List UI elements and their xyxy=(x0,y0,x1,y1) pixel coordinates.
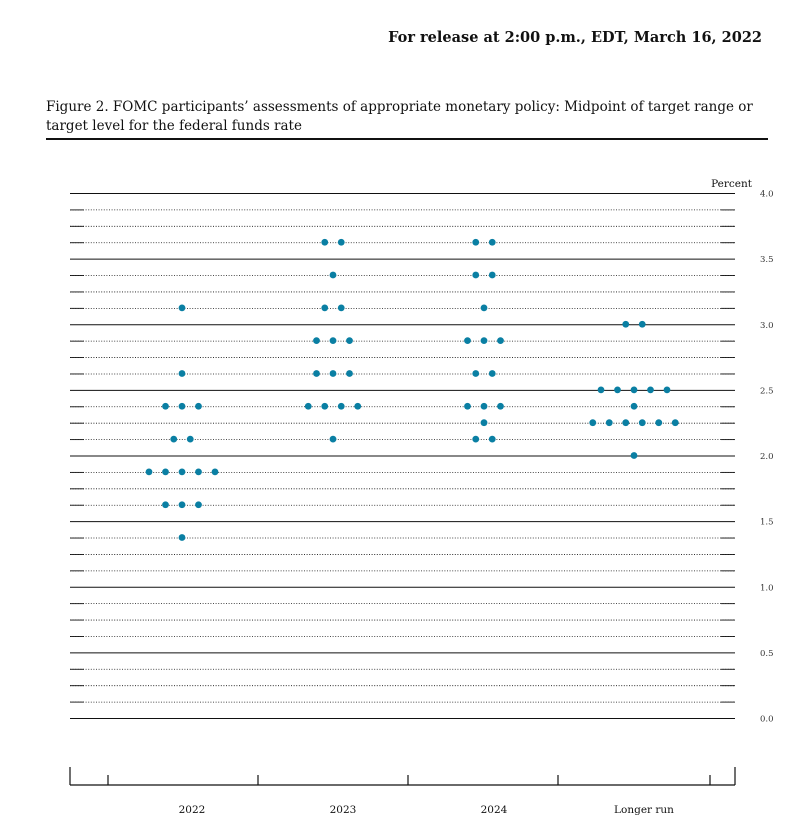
x-tick-label: 2022 xyxy=(179,804,206,816)
dot-2023 xyxy=(329,370,337,377)
dot-2024 xyxy=(480,337,488,345)
dot-2023 xyxy=(346,370,353,377)
title-rule xyxy=(46,138,768,140)
y-tick-label: 0.5 xyxy=(760,649,774,659)
y-tick-label: 1.0 xyxy=(760,583,774,593)
dot-2023 xyxy=(354,402,362,410)
dot-2022 xyxy=(162,402,169,410)
dot-2023 xyxy=(313,337,320,345)
dot-longer-run xyxy=(605,419,613,427)
dot-2024 xyxy=(472,271,480,279)
y-tick-label: 2.5 xyxy=(760,386,774,396)
y-tick-label: 3.0 xyxy=(760,321,774,331)
dot-2024 xyxy=(472,435,480,443)
dot-2023 xyxy=(329,337,337,345)
y-tick-label: 2.0 xyxy=(760,452,774,462)
dot-2023 xyxy=(337,238,345,246)
dot-2022 xyxy=(178,534,186,541)
dot-longer-run xyxy=(638,320,646,328)
dot-longer-run xyxy=(663,386,671,394)
dot-2023 xyxy=(321,238,329,246)
dot-2022 xyxy=(195,501,202,509)
dot-2022 xyxy=(162,501,169,509)
dot-2023 xyxy=(321,402,329,410)
dot-longer-run xyxy=(614,386,621,394)
x-tick-label: Longer run xyxy=(614,804,674,816)
dot-longer-run xyxy=(630,402,638,410)
x-tick-label: 2023 xyxy=(330,804,357,816)
dot-2023 xyxy=(337,304,345,312)
dot-2024 xyxy=(497,337,504,345)
x-tick-label: 2024 xyxy=(481,804,508,816)
dot-2022 xyxy=(162,468,169,476)
dot-2022 xyxy=(178,370,186,377)
dot-2023 xyxy=(304,402,312,410)
y-tick-label: 1.5 xyxy=(760,518,774,528)
dot-2022 xyxy=(186,435,194,443)
y-tick-label: 0.0 xyxy=(760,715,774,725)
dot-2022 xyxy=(195,468,202,476)
dot-2023 xyxy=(329,435,337,443)
dot-2022 xyxy=(178,501,186,509)
dot-2022 xyxy=(178,468,186,476)
dot-2024 xyxy=(488,435,496,443)
dot-2022 xyxy=(178,402,186,410)
dot-2022 xyxy=(211,468,219,476)
dot-2022 xyxy=(178,304,186,312)
dot-2024 xyxy=(488,271,496,279)
dots xyxy=(145,238,679,541)
x-axis xyxy=(69,767,736,786)
dot-2024 xyxy=(464,337,471,345)
dot-2022 xyxy=(170,435,178,443)
dot-2023 xyxy=(329,271,337,279)
x-axis-labels: 2022 2023 2024 Longer run xyxy=(179,804,675,816)
dot-2024 xyxy=(472,370,480,377)
dot-2024 xyxy=(464,402,471,410)
dot-2024 xyxy=(497,402,504,410)
dot-2023 xyxy=(346,337,353,345)
dot-longer-run xyxy=(597,386,605,394)
dot-2023 xyxy=(313,370,320,377)
dot-2024 xyxy=(488,238,496,246)
dot-longer-run xyxy=(655,419,663,427)
dot-2023 xyxy=(337,402,345,410)
dot-longer-run xyxy=(622,419,630,427)
y-axis-label: Percent xyxy=(711,178,753,190)
dot-longer-run xyxy=(622,320,630,328)
dot-longer-run xyxy=(647,386,654,394)
dot-longer-run xyxy=(638,419,646,427)
dot-2022 xyxy=(145,468,153,476)
dot-longer-run xyxy=(630,386,638,394)
dot-2022 xyxy=(195,402,202,410)
dot-longer-run xyxy=(589,419,597,427)
release-notice: For release at 2:00 p.m., EDT, March 16,… xyxy=(388,29,762,46)
dot-2024 xyxy=(480,419,488,427)
figure-title: Figure 2. FOMC participants’ assessments… xyxy=(46,99,753,134)
y-tick-label: 4.0 xyxy=(760,190,774,200)
dot-2024 xyxy=(488,370,496,377)
dot-2023 xyxy=(321,304,329,312)
dot-longer-run xyxy=(630,452,638,459)
dot-2024 xyxy=(472,238,480,246)
y-tick-label: 3.5 xyxy=(760,255,774,265)
dot-2024 xyxy=(480,304,488,312)
y-axis-ticks: 0.0 0.5 1.0 1.5 2.0 2.5 3.0 3.5 4.0 xyxy=(760,190,774,725)
dot-2024 xyxy=(480,402,488,410)
dot-longer-run xyxy=(671,419,679,427)
